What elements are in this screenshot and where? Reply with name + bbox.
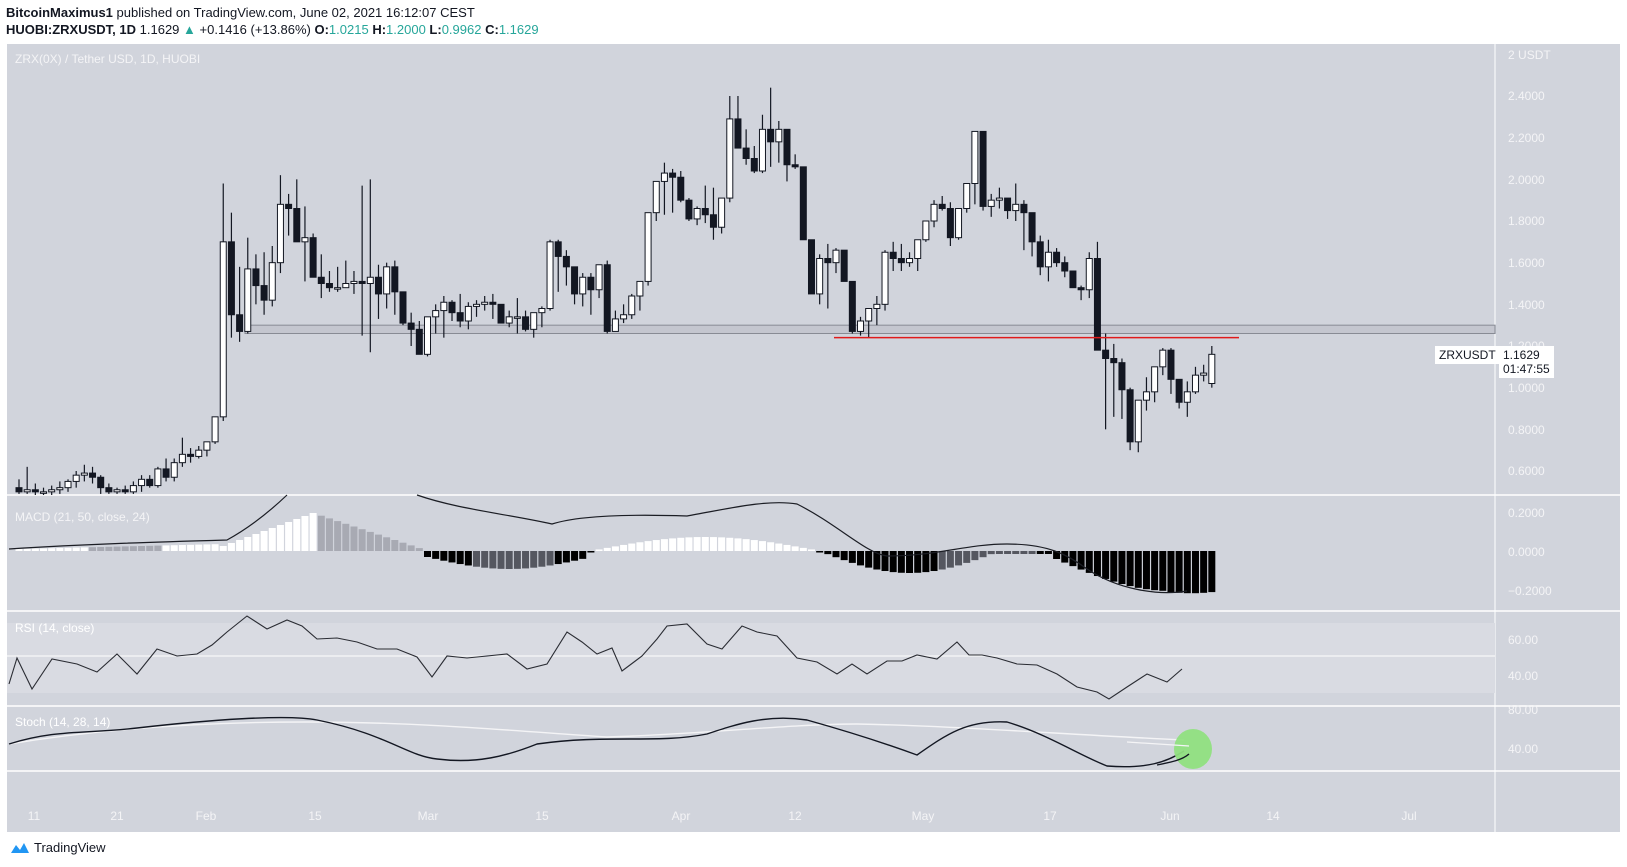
- last-price: 1.1629: [139, 22, 180, 37]
- rsi-pane-title: RSI (14, close): [15, 621, 95, 635]
- bar-countdown: 01:47:55: [1503, 362, 1550, 376]
- price-tick: 1.8000: [1508, 214, 1545, 228]
- current-price-tag: 1.1629 01:47:55: [1499, 346, 1554, 378]
- time-tick: 15: [535, 809, 549, 823]
- price-tick: 1.6000: [1508, 256, 1545, 270]
- open-label: O:: [314, 22, 329, 37]
- price-tick: 1.4000: [1508, 298, 1545, 312]
- symbol-info: HUOBI:ZRXUSDT, 1D 1.1629 ▲ +0.1416 (+13.…: [6, 22, 539, 37]
- time-tick: 12: [788, 809, 802, 823]
- price-tick: 2.0000: [1508, 173, 1545, 187]
- up-arrow-icon: ▲: [183, 22, 196, 37]
- time-tick: Jul: [1401, 809, 1417, 823]
- price-tick: 0.8000: [1508, 423, 1545, 437]
- time-tick: Feb: [195, 809, 217, 823]
- brand-label: TradingView: [34, 840, 106, 855]
- symbol-label: HUOBI:ZRXUSDT, 1D: [6, 22, 137, 37]
- current-price: 1.1629: [1503, 348, 1540, 362]
- price-tick: 2.2000: [1508, 131, 1545, 145]
- open-value: 1.0215: [328, 22, 369, 37]
- price-axis-top: 2 USDT: [1508, 48, 1551, 62]
- main-pane-title: ZRX(0X) / Tether USD, 1D, HUOBI: [15, 52, 201, 66]
- author-name: BitcoinMaximus1: [6, 5, 113, 20]
- time-tick: 15: [308, 809, 322, 823]
- macd-tick: 0.2000: [1508, 506, 1545, 520]
- publish-info: BitcoinMaximus1 published on TradingView…: [6, 5, 475, 20]
- low-label: L:: [429, 22, 442, 37]
- rsi-tick: 60.00: [1508, 633, 1539, 647]
- tradingview-logo-icon: [11, 842, 29, 853]
- time-tick: 21: [110, 809, 124, 823]
- price-tick: 2.4000: [1508, 89, 1545, 103]
- price-tick: 0.6000: [1508, 464, 1545, 478]
- time-tick: Jun: [1160, 809, 1180, 823]
- time-tick: 11: [27, 809, 41, 823]
- macd-tick: −0.2000: [1508, 584, 1552, 598]
- time-tick: Mar: [417, 809, 439, 823]
- macd-pane-title: MACD (21, 50, close, 24): [15, 510, 150, 524]
- symbol-tag: ZRXUSDT: [1435, 346, 1500, 364]
- price-change: +0.1416 (+13.86%): [199, 22, 311, 37]
- high-value: 1.2000: [386, 22, 426, 37]
- stoch-pane-title: Stoch (14, 28, 14): [15, 715, 111, 729]
- low-value: 0.9962: [441, 22, 482, 37]
- chart-area[interactable]: ZRX(0X) / Tether USD, 1D, HUOBI MACD (21…: [7, 44, 1620, 832]
- stoch-tick: 40.00: [1508, 742, 1539, 756]
- price-tick: 1.0000: [1508, 381, 1545, 395]
- currency-label: USDT: [1518, 48, 1551, 62]
- macd-tick: 0.0000: [1508, 545, 1545, 559]
- high-label: H:: [372, 22, 387, 37]
- chart-canvas[interactable]: [7, 44, 1620, 832]
- close-value: 1.1629: [498, 22, 539, 37]
- time-tick: May: [911, 809, 935, 823]
- stoch-tick: 80.00: [1508, 703, 1539, 717]
- time-tick: 17: [1043, 809, 1057, 823]
- time-tick: 14: [1266, 809, 1280, 823]
- tradingview-brand[interactable]: TradingView: [10, 840, 106, 855]
- rsi-tick: 40.00: [1508, 669, 1539, 683]
- published-text: published on TradingView.com, June 02, 2…: [116, 5, 475, 20]
- close-label: C:: [485, 22, 499, 37]
- time-tick: Apr: [671, 809, 691, 823]
